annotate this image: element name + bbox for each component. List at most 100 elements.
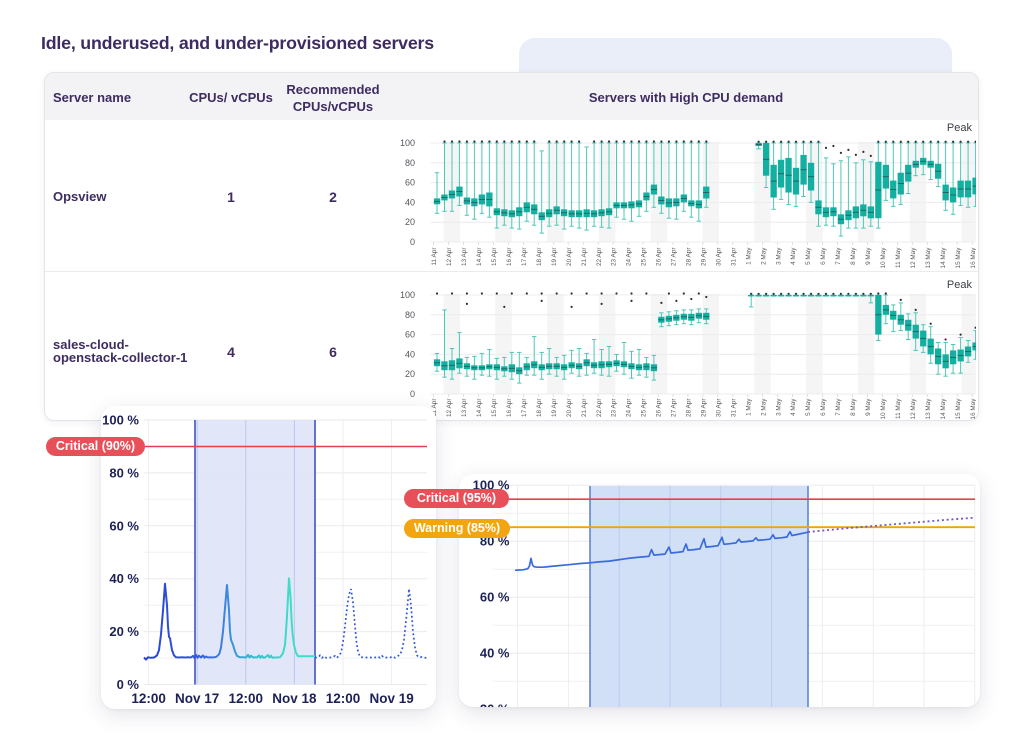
svg-text:20 %: 20 % — [480, 702, 510, 707]
svg-text:14 Apr: 14 Apr — [476, 398, 483, 417]
svg-text:23 Apr: 23 Apr — [611, 398, 618, 417]
svg-text:30 Apr: 30 Apr — [715, 398, 722, 417]
svg-text:16 May: 16 May — [970, 247, 976, 269]
svg-text:20: 20 — [405, 369, 415, 379]
svg-text:80: 80 — [405, 310, 415, 320]
svg-text:100 %: 100 % — [102, 413, 139, 428]
svg-text:20 %: 20 % — [109, 624, 139, 639]
svg-text:40 %: 40 % — [109, 571, 139, 586]
svg-text:1 May: 1 May — [745, 247, 752, 265]
svg-text:12:00: 12:00 — [131, 691, 166, 706]
svg-text:22 Apr: 22 Apr — [596, 247, 603, 266]
svg-text:100: 100 — [400, 138, 415, 148]
svg-text:29 Apr: 29 Apr — [701, 247, 708, 266]
svg-text:40: 40 — [405, 349, 415, 359]
svg-text:27 Apr: 27 Apr — [671, 247, 678, 266]
svg-text:14 Apr: 14 Apr — [476, 247, 483, 266]
svg-text:60 %: 60 % — [480, 590, 510, 605]
svg-text:100 %: 100 % — [473, 478, 510, 493]
svg-text:100: 100 — [400, 290, 415, 300]
svg-text:19 Apr: 19 Apr — [551, 398, 558, 417]
svg-text:8 May: 8 May — [850, 398, 857, 416]
svg-text:9 May: 9 May — [865, 247, 872, 265]
svg-text:11 Apr: 11 Apr — [431, 247, 438, 266]
svg-text:28 Apr: 28 Apr — [686, 398, 693, 417]
svg-text:5 May: 5 May — [805, 247, 812, 265]
svg-text:2 May: 2 May — [760, 398, 767, 416]
svg-text:13 May: 13 May — [925, 398, 932, 420]
svg-text:9 May: 9 May — [865, 398, 872, 416]
svg-text:22 Apr: 22 Apr — [596, 398, 603, 417]
svg-text:20 Apr: 20 Apr — [566, 247, 573, 266]
svg-text:7 May: 7 May — [835, 398, 842, 416]
svg-text:23 Apr: 23 Apr — [611, 247, 618, 266]
svg-text:5 May: 5 May — [805, 398, 812, 416]
svg-text:16 Apr: 16 Apr — [506, 398, 513, 417]
svg-text:24 Apr: 24 Apr — [626, 247, 633, 266]
svg-text:31 Apr: 31 Apr — [730, 398, 737, 417]
svg-text:20: 20 — [405, 217, 415, 227]
svg-text:25 Apr: 25 Apr — [641, 247, 648, 266]
svg-text:60: 60 — [405, 178, 415, 188]
svg-text:3 May: 3 May — [775, 247, 782, 265]
svg-text:3 May: 3 May — [775, 398, 782, 416]
svg-text:12:00: 12:00 — [229, 691, 264, 706]
svg-text:11 May: 11 May — [895, 398, 902, 419]
svg-text:10 May: 10 May — [880, 247, 887, 269]
svg-text:12:00: 12:00 — [326, 691, 361, 706]
svg-text:12 Apr: 12 Apr — [446, 398, 453, 417]
svg-text:1 May: 1 May — [745, 398, 752, 416]
svg-text:Peak: Peak — [947, 279, 973, 291]
svg-text:17 Apr: 17 Apr — [521, 398, 528, 417]
svg-text:40: 40 — [405, 197, 415, 207]
svg-text:17 Apr: 17 Apr — [521, 247, 528, 266]
svg-text:12 Apr: 12 Apr — [446, 247, 453, 266]
svg-text:13 May: 13 May — [925, 247, 932, 269]
svg-text:20 Apr: 20 Apr — [566, 398, 573, 417]
svg-text:12 May: 12 May — [910, 247, 917, 269]
svg-text:8 May: 8 May — [850, 247, 857, 265]
svg-text:31 Apr: 31 Apr — [730, 247, 737, 266]
svg-text:15 May: 15 May — [955, 247, 962, 269]
svg-text:21 Apr: 21 Apr — [581, 398, 588, 417]
svg-text:6 May: 6 May — [820, 398, 827, 416]
svg-text:60 %: 60 % — [109, 518, 139, 533]
svg-text:25 Apr: 25 Apr — [641, 398, 648, 417]
svg-text:27 Apr: 27 Apr — [671, 398, 678, 417]
svg-text:Nov 17: Nov 17 — [175, 691, 219, 706]
svg-text:15 Apr: 15 Apr — [491, 247, 498, 266]
svg-text:0: 0 — [410, 389, 415, 399]
svg-text:24 Apr: 24 Apr — [626, 398, 633, 417]
svg-text:80: 80 — [405, 158, 415, 168]
svg-text:4 May: 4 May — [790, 398, 797, 416]
svg-text:26 Apr: 26 Apr — [656, 247, 663, 266]
svg-text:11 May: 11 May — [895, 247, 902, 268]
svg-text:80 %: 80 % — [109, 465, 139, 480]
svg-text:6 May: 6 May — [820, 247, 827, 265]
svg-text:Nov 19: Nov 19 — [369, 691, 413, 706]
svg-text:Peak: Peak — [947, 122, 973, 134]
svg-text:30 Apr: 30 Apr — [715, 247, 722, 266]
svg-text:13 Apr: 13 Apr — [461, 398, 468, 417]
svg-text:19 Apr: 19 Apr — [551, 247, 558, 266]
svg-text:10 May: 10 May — [880, 398, 887, 420]
svg-text:11 Apr: 11 Apr — [431, 398, 438, 417]
svg-text:16 Apr: 16 Apr — [506, 247, 513, 266]
svg-text:15 May: 15 May — [955, 398, 962, 420]
svg-text:60: 60 — [405, 330, 415, 340]
svg-text:18 Apr: 18 Apr — [536, 398, 543, 417]
svg-text:4 May: 4 May — [790, 247, 797, 265]
svg-text:2 May: 2 May — [760, 247, 767, 265]
svg-text:15 Apr: 15 Apr — [491, 398, 498, 417]
svg-text:28 Apr: 28 Apr — [686, 247, 693, 266]
svg-text:13 Apr: 13 Apr — [461, 247, 468, 266]
svg-text:16 May: 16 May — [970, 398, 976, 420]
svg-text:14 May: 14 May — [940, 247, 947, 269]
svg-text:0 %: 0 % — [117, 677, 140, 692]
svg-text:40 %: 40 % — [480, 646, 510, 661]
svg-text:29 Apr: 29 Apr — [701, 398, 708, 417]
svg-text:7 May: 7 May — [835, 247, 842, 265]
svg-text:12 May: 12 May — [910, 398, 917, 420]
svg-text:18 Apr: 18 Apr — [536, 247, 543, 266]
svg-text:21 Apr: 21 Apr — [581, 247, 588, 266]
